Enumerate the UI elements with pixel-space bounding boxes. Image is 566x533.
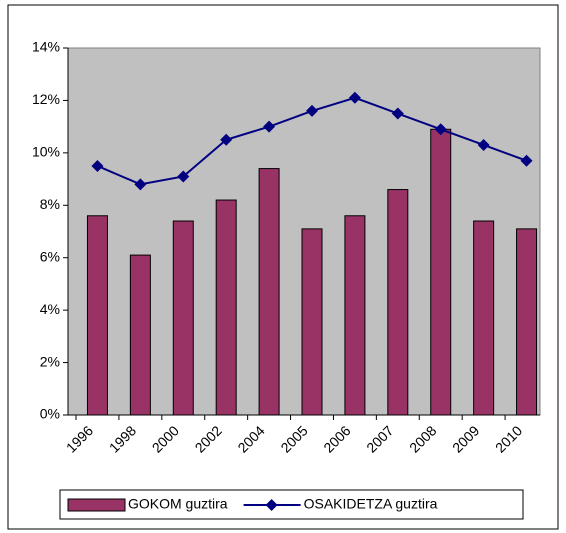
y-tick-label: 8%	[40, 196, 60, 212]
bar	[129, 254, 151, 416]
marker	[177, 170, 190, 183]
marker	[263, 120, 276, 133]
y-tick-label: 2%	[40, 353, 60, 369]
marker	[348, 91, 361, 104]
marker	[306, 104, 318, 117]
y-tick-label: 0%	[40, 406, 60, 422]
bar	[344, 215, 366, 416]
bar	[301, 228, 323, 416]
marker	[91, 159, 104, 172]
bar	[516, 228, 538, 416]
marker	[434, 123, 447, 136]
marker	[391, 107, 404, 120]
marker	[520, 154, 533, 167]
marker	[220, 133, 233, 146]
bar	[473, 220, 495, 416]
bar	[430, 128, 452, 416]
legend-marker	[265, 499, 278, 511]
bar	[215, 199, 237, 416]
legend-swatch	[67, 498, 126, 512]
legend-label: OSAKIDETZA guztira	[304, 496, 438, 512]
legend-label: GOKOM guztira	[128, 496, 228, 512]
y-tick-label: 12%	[32, 91, 60, 107]
bar	[387, 189, 409, 416]
marker	[477, 138, 490, 151]
y-tick-label: 4%	[40, 301, 60, 317]
y-tick-label: 14%	[32, 39, 60, 55]
bar	[258, 168, 280, 416]
bar	[86, 215, 108, 416]
marker	[134, 178, 147, 191]
bar	[172, 220, 194, 416]
y-tick-label: 10%	[32, 144, 60, 160]
y-tick-label: 6%	[40, 248, 60, 264]
